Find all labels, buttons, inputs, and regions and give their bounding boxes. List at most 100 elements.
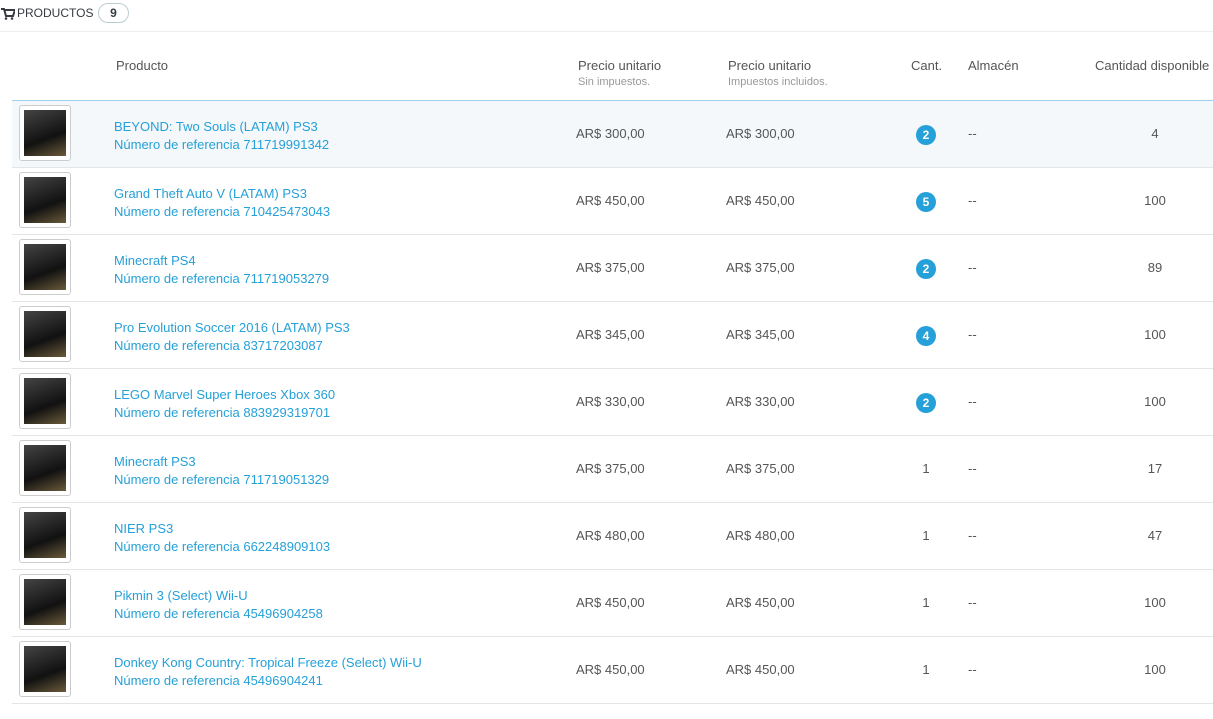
- price-excl: AR$ 300,00: [576, 126, 645, 141]
- price-incl: AR$ 450,00: [726, 595, 795, 610]
- product-reference: Número de referencia 711719053279: [114, 271, 330, 286]
- available-quantity: 100: [1144, 662, 1166, 677]
- product-name[interactable]: Pikmin 3 (Select) Wii-U: [114, 588, 248, 603]
- quantity: 2: [916, 258, 936, 279]
- price-incl: AR$ 450,00: [726, 662, 795, 677]
- warehouse: --: [968, 327, 977, 342]
- product-info: LEGO Marvel Super Heroes Xbox 360 Número …: [114, 386, 335, 422]
- quantity: 1: [922, 461, 930, 476]
- available-quantity: 17: [1147, 461, 1163, 476]
- available-quantity: 89: [1147, 260, 1163, 275]
- product-name[interactable]: Pro Evolution Soccer 2016 (LATAM) PS3: [114, 320, 350, 335]
- table-row: Donkey Kong Country: Tropical Freeze (Se…: [12, 637, 1213, 704]
- column-header: Precio unitario Impuestos incluidos.: [728, 58, 828, 88]
- price-incl: AR$ 450,00: [726, 193, 795, 208]
- product-name[interactable]: BEYOND: Two Souls (LATAM) PS3: [114, 119, 318, 134]
- thumbnail-image: [24, 378, 66, 424]
- product-thumbnail[interactable]: [19, 239, 71, 295]
- product-info: Grand Theft Auto V (LATAM) PS3 Número de …: [114, 185, 330, 221]
- table-row: NIER PS3 Número de referencia 66224890910…: [12, 503, 1213, 570]
- available-quantity: 100: [1144, 327, 1166, 342]
- column-header: Almacén: [968, 58, 1019, 73]
- product-reference: Número de referencia 662248909103: [114, 539, 331, 554]
- warehouse: --: [968, 528, 977, 543]
- product-thumbnail[interactable]: [19, 574, 71, 630]
- column-label: Cantidad disponible: [1095, 58, 1210, 73]
- available-quantity: 100: [1144, 595, 1166, 610]
- product-thumbnail[interactable]: [19, 641, 71, 697]
- count-badge: 9: [98, 3, 129, 23]
- section-title: PRODUCTOS: [17, 6, 94, 20]
- price-incl: AR$ 375,00: [726, 461, 795, 476]
- available-quantity: 4: [1151, 126, 1159, 141]
- available-quantity: 47: [1147, 528, 1163, 543]
- quantity-cell: 2: [906, 101, 946, 167]
- column-label: Cant.: [911, 58, 943, 73]
- product-name[interactable]: Minecraft PS3: [114, 454, 196, 469]
- column-label: Precio unitario: [728, 58, 812, 73]
- product-info: Pikmin 3 (Select) Wii-U Número de referen…: [114, 587, 323, 623]
- product-thumbnail[interactable]: [19, 440, 71, 496]
- quantity-cell: 2: [906, 369, 946, 435]
- column-label: Precio unitario: [578, 58, 662, 73]
- column-header: Producto: [116, 58, 168, 73]
- price-incl: AR$ 480,00: [726, 528, 795, 543]
- thumbnail-image: [24, 110, 66, 156]
- column-sublabel: Impuestos incluidos.: [728, 76, 828, 88]
- table-row: Minecraft PS3 Número de referencia 711719…: [12, 436, 1213, 503]
- column-header: Precio unitario Sin impuestos.: [578, 58, 661, 88]
- quantity-cell: 1: [906, 637, 946, 703]
- column-header: Cantidad disponible: [1095, 58, 1209, 73]
- quantity-cell: 5: [906, 168, 946, 234]
- product-reference: Número de referencia 710425473043: [114, 204, 331, 219]
- product-thumbnail[interactable]: [19, 105, 71, 161]
- warehouse: --: [968, 662, 977, 677]
- product-reference: Número de referencia 711719051329: [114, 472, 330, 487]
- warehouse: --: [968, 394, 977, 409]
- product-name[interactable]: Donkey Kong Country: Tropical Freeze (Se…: [114, 655, 422, 670]
- warehouse: --: [968, 126, 977, 141]
- table-row: Pro Evolution Soccer 2016 (LATAM) PS3 Núm…: [12, 302, 1213, 369]
- product-info: NIER PS3 Número de referencia 66224890910…: [114, 520, 330, 556]
- product-info: BEYOND: Two Souls (LATAM) PS3 Número de r…: [114, 118, 329, 154]
- table-row: BEYOND: Two Souls (LATAM) PS3 Número de r…: [12, 101, 1213, 168]
- quantity: 5: [916, 191, 936, 212]
- quantity: 2: [916, 124, 936, 145]
- quantity: 1: [922, 662, 930, 677]
- price-excl: AR$ 330,00: [576, 394, 645, 409]
- product-reference: Número de referencia 883929319701: [114, 405, 331, 420]
- product-reference: Número de referencia 45496904241: [114, 673, 323, 688]
- column-sublabel: Sin impuestos.: [578, 76, 651, 88]
- column-header: Cant.: [911, 58, 942, 73]
- warehouse: --: [968, 461, 977, 476]
- product-reference: Número de referencia 45496904258: [114, 606, 323, 621]
- product-info: Donkey Kong Country: Tropical Freeze (Se…: [114, 654, 422, 690]
- quantity-cell: 1: [906, 570, 946, 636]
- product-thumbnail[interactable]: [19, 373, 71, 429]
- divider: [12, 100, 1213, 101]
- price-incl: AR$ 300,00: [726, 126, 795, 141]
- product-name[interactable]: Minecraft PS4: [114, 253, 196, 268]
- product-name[interactable]: NIER PS3: [114, 521, 174, 536]
- product-name[interactable]: Grand Theft Auto V (LATAM) PS3: [114, 186, 307, 201]
- available-quantity: 100: [1144, 193, 1166, 208]
- product-thumbnail[interactable]: [19, 172, 71, 228]
- warehouse: --: [968, 595, 977, 610]
- price-incl: AR$ 375,00: [726, 260, 795, 275]
- price-excl: AR$ 450,00: [576, 193, 645, 208]
- quantity: 4: [916, 325, 936, 346]
- product-info: Minecraft PS3 Número de referencia 711719…: [114, 453, 329, 489]
- product-thumbnail[interactable]: [19, 507, 71, 563]
- price-excl: AR$ 375,00: [576, 260, 645, 275]
- thumbnail-image: [24, 512, 66, 558]
- quantity: 1: [922, 595, 930, 610]
- product-info: Minecraft PS4 Número de referencia 711719…: [114, 252, 329, 288]
- product-name[interactable]: LEGO Marvel Super Heroes Xbox 360: [114, 387, 336, 402]
- thumbnail-image: [24, 579, 66, 625]
- quantity: 1: [922, 528, 930, 543]
- table-row: LEGO Marvel Super Heroes Xbox 360 Número …: [12, 369, 1213, 436]
- product-info: Pro Evolution Soccer 2016 (LATAM) PS3 Núm…: [114, 319, 350, 355]
- thumbnail-image: [24, 244, 66, 290]
- product-thumbnail[interactable]: [19, 306, 71, 362]
